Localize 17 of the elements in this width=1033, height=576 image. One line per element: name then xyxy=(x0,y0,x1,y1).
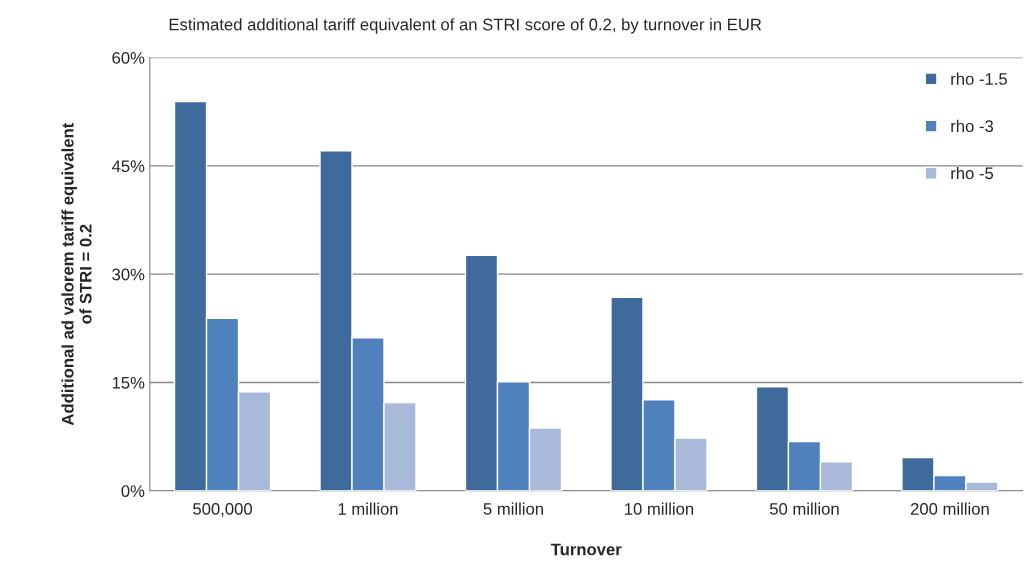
x-tick-label: 200 million xyxy=(910,502,989,515)
x-tick-label: 1 million xyxy=(338,502,398,515)
y-tick-label: 15% xyxy=(112,376,145,389)
chart-title: Estimated additional tariff equivalent of an STRI score of 0.2, by turnover in EUR xyxy=(169,18,762,34)
x-axis-title: Turnover xyxy=(550,543,622,556)
x-tick-label: 5 million xyxy=(483,502,543,515)
x-tick-label: 10 million xyxy=(625,502,694,515)
y-axis-title: Additional ad valorem tariff equivalent of STRI = 0.2 xyxy=(61,122,92,426)
x-tick-label: 50 million xyxy=(769,502,839,515)
y-tick-label: 0% xyxy=(121,485,145,497)
y-tick-label: 45% xyxy=(111,160,145,173)
legend-label: rho -1.5 xyxy=(951,72,1007,85)
legend-label: rho -5 xyxy=(951,167,994,180)
legend-label: rho -3 xyxy=(951,119,994,133)
y-tick-label: 60% xyxy=(112,52,145,64)
y-tick-label: 30% xyxy=(112,268,145,281)
x-tick-label: 500,000 xyxy=(193,503,252,517)
